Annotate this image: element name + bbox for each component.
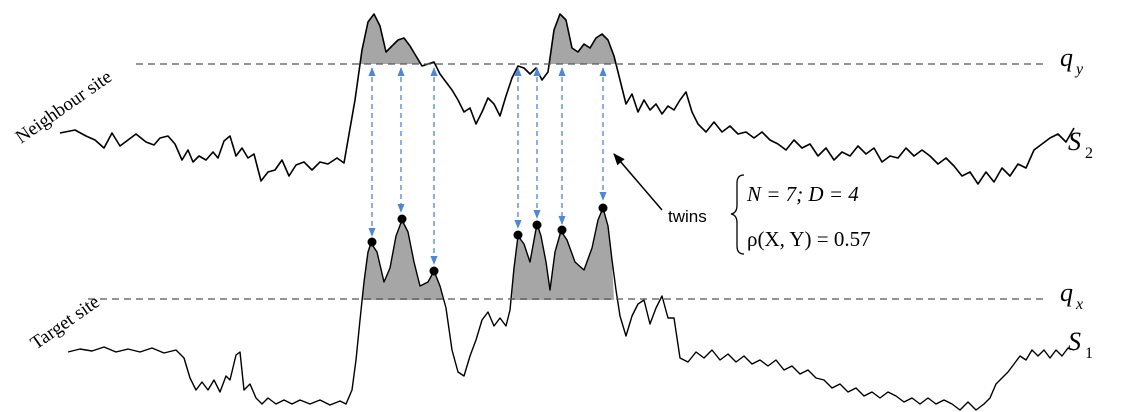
neighbour-series: [59, 13, 1075, 185]
stats-brace: [730, 174, 745, 255]
svg-text:1: 1: [1085, 345, 1093, 362]
svg-text:q: q: [1060, 278, 1073, 307]
peak-dot-5: [532, 220, 542, 230]
s2-fill: [360, 14, 616, 64]
target-series: [67, 207, 1075, 411]
twins-pointer-arrow: [613, 153, 663, 211]
peak-dot-6: [557, 225, 567, 235]
peak-dot-2: [397, 214, 407, 224]
peak-dot-4: [513, 230, 523, 240]
target-site-label: Target site: [27, 292, 104, 355]
svg-text:S: S: [1068, 127, 1081, 156]
twin-arrows: [368, 67, 607, 265]
stats-line-1: N = 7; D = 4: [746, 182, 859, 206]
svg-text:y: y: [1074, 61, 1084, 78]
stats-line-2: ρ(X, Y) = 0.57: [747, 227, 871, 251]
peak-dots: [367, 203, 608, 276]
svg-text:x: x: [1075, 296, 1083, 313]
peak-dot-1: [367, 237, 377, 247]
peak-dot-7: [598, 203, 608, 213]
s2-label: S 2: [1068, 127, 1093, 162]
svg-text:S: S: [1068, 327, 1081, 356]
s1-label: S 1: [1068, 327, 1093, 362]
s2-curve: [59, 13, 1075, 185]
qx-label: q x: [1060, 278, 1083, 313]
qy-label: q y: [1060, 43, 1084, 78]
peak-dot-3: [429, 266, 439, 276]
svg-text:q: q: [1060, 43, 1073, 72]
svg-text:2: 2: [1085, 145, 1093, 162]
s1-curve: [67, 207, 1075, 411]
neighbour-site-label: Neighbour site: [12, 66, 116, 148]
twins-label: twins: [668, 207, 707, 226]
